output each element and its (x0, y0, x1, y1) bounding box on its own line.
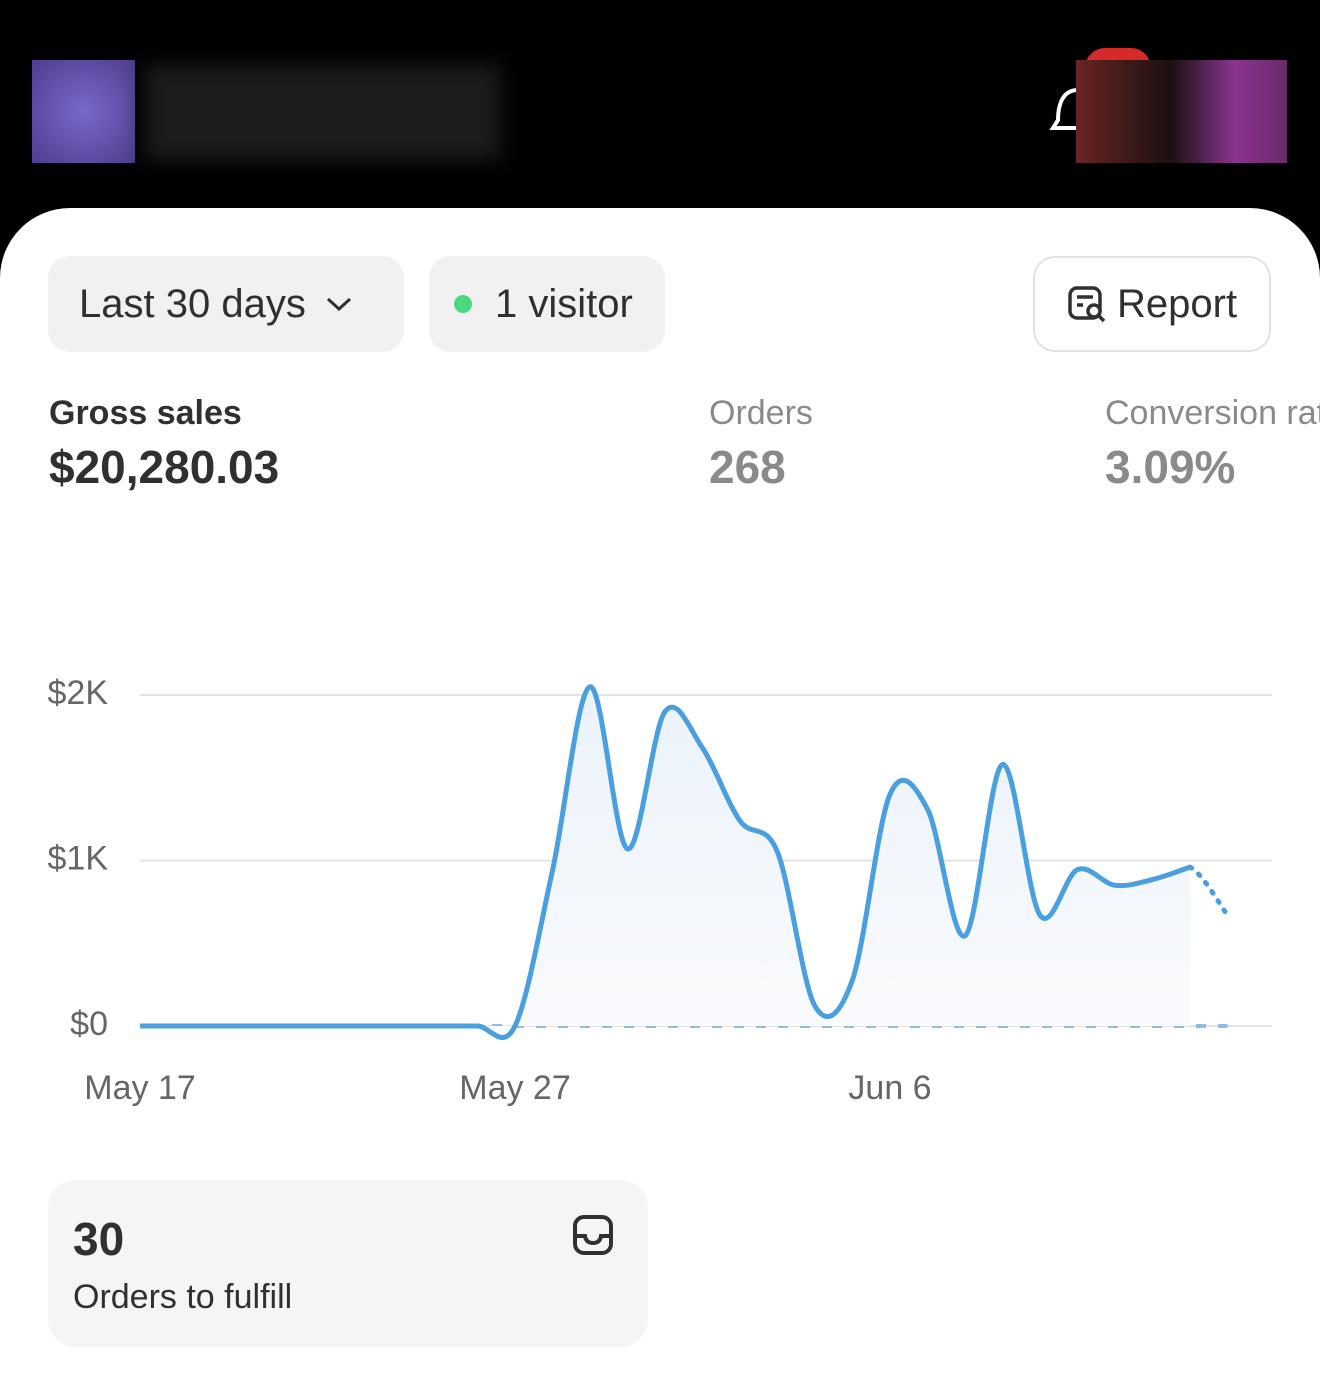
y-tick-label: $1K (48, 839, 109, 877)
live-dot (454, 295, 472, 313)
metric-label[interactable]: Conversion rate (1105, 394, 1320, 432)
metric-value: 3.09% (1105, 441, 1236, 493)
date-range-button[interactable]: Last 30 days (48, 256, 404, 352)
visitors-text: 1 visitor (495, 281, 633, 326)
x-tick-label: Jun 6 (848, 1069, 931, 1107)
date-range-text: Last 30 days (79, 281, 306, 326)
partial-day-line (1187, 864, 1230, 918)
store-avatar[interactable] (32, 60, 135, 163)
sales-line (140, 684, 1191, 1040)
y-tick-label: $0 (70, 1005, 108, 1043)
visitors-button[interactable]: 1 visitor (429, 256, 665, 352)
sales-chart: $0 $1K $2K May 17 May 27 Jun 6 (48, 674, 1272, 1107)
store-name-blurred (145, 65, 500, 160)
metric-value: 268 (709, 441, 786, 493)
chevron-icon (326, 297, 351, 312)
report-button[interactable]: Report (1033, 256, 1271, 352)
task-count: 30 (73, 1213, 125, 1265)
x-tick-label: May 27 (459, 1069, 571, 1107)
task-label: Orders to fulfill (73, 1278, 293, 1316)
report-text: Report (1117, 281, 1238, 326)
metric-label[interactable]: Orders (709, 394, 813, 432)
report-icon (1068, 286, 1106, 323)
x-tick-label: May 17 (84, 1069, 196, 1107)
task-card[interactable]: 30 Orders to fulfill (48, 1180, 648, 1347)
metric-label[interactable]: Gross sales (49, 394, 242, 432)
area-fill (140, 686, 1190, 1038)
y-tick-label: $2K (48, 674, 109, 712)
inbox-icon (573, 1215, 613, 1255)
metric-value: $20,280.03 (49, 441, 280, 493)
notification-bell[interactable] (1048, 80, 1088, 140)
user-avatar-blurred[interactable] (1076, 60, 1287, 163)
